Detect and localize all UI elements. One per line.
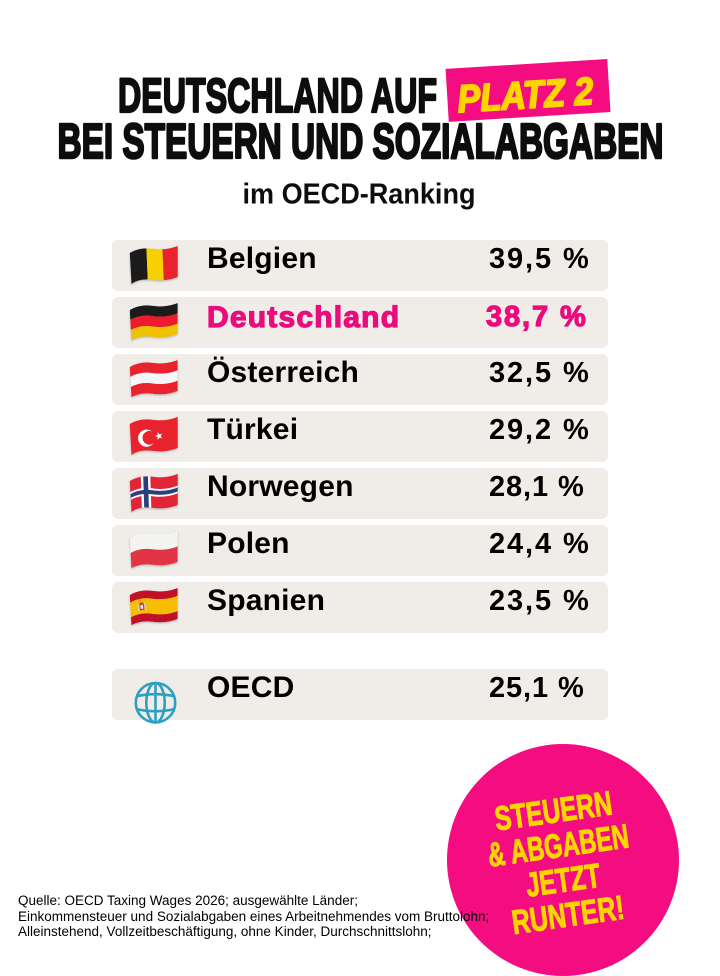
svg-text:im OECD-Ranking: im OECD-Ranking: [243, 179, 476, 211]
svg-text:PLATZ 2: PLATZ 2: [456, 70, 595, 121]
svg-text:DEUTSCHLAND AUF: DEUTSCHLAND AUF: [118, 70, 437, 123]
svg-text:BEI STEUERN UND SOZIALABGABEN: BEI STEUERN UND SOZIALABGABEN: [58, 115, 664, 169]
